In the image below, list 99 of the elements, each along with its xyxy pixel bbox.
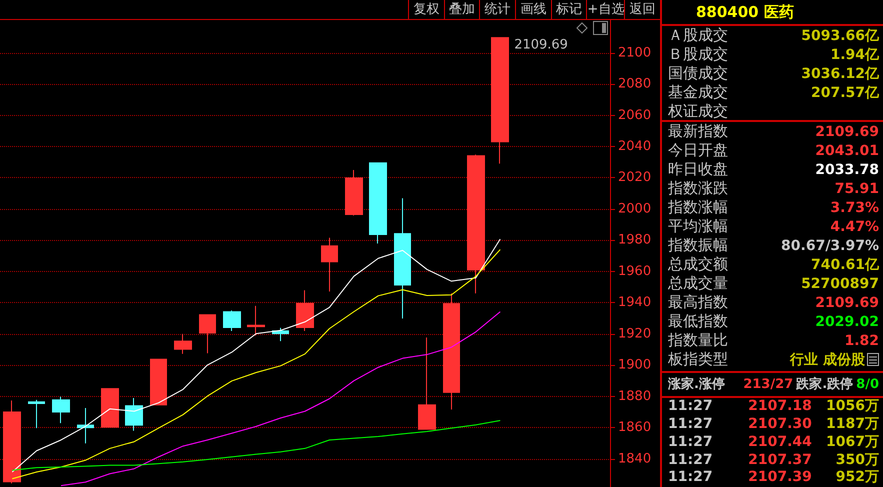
- text: 跌家.跌停: [796, 376, 854, 394]
- candlestick: [101, 388, 119, 428]
- category-label: 最低指数: [668, 312, 728, 331]
- candlestick: [491, 37, 509, 164]
- text: 740.61亿: [810, 256, 879, 272]
- candlestick: [369, 162, 387, 244]
- text: 3036.12亿: [801, 66, 879, 82]
- text: 11:27: [668, 434, 714, 452]
- text: 2107.30: [747, 416, 812, 434]
- line-series: [12, 420, 501, 471]
- candlestick: [223, 310, 241, 332]
- text: 2107.44: [747, 434, 812, 452]
- text: 标记: [550, 0, 586, 19]
- text: 叠加: [444, 0, 480, 19]
- text: 1.94亿: [830, 46, 879, 62]
- category-label: 平均涨幅: [668, 217, 728, 236]
- text: 4.47%: [830, 218, 879, 234]
- category-label: 今日开盘: [668, 141, 728, 160]
- text: 统计: [479, 0, 516, 19]
- category-label: 最高指数: [668, 293, 728, 312]
- text: 2109.69: [815, 294, 879, 310]
- y-tick-label: 1920: [618, 326, 652, 342]
- text: 返回: [624, 0, 660, 19]
- candlestick: [28, 399, 45, 429]
- category-label: 总成交量: [668, 274, 728, 293]
- text: 1187万: [825, 416, 879, 434]
- text: 3.73%: [830, 200, 879, 216]
- y-tick-label: 2040: [618, 139, 652, 154]
- text: 2107.18: [747, 398, 812, 416]
- candlestick: [467, 154, 485, 294]
- candlestick: [247, 305, 265, 336]
- category-label: 指数涨幅: [668, 198, 728, 217]
- candlestick: [150, 358, 167, 406]
- category-label: 国债成交: [668, 64, 728, 83]
- candlestick: [52, 396, 70, 424]
- candlestick: [125, 397, 143, 432]
- text: 11:27: [668, 416, 714, 434]
- text: 1.82: [844, 332, 879, 348]
- text: 2043.01: [815, 142, 879, 158]
- y-tick-label: 1940: [618, 295, 652, 310]
- text: 80.67/3.97%: [781, 238, 879, 254]
- text: 213/27: [742, 376, 794, 394]
- line-series: [60, 311, 501, 486]
- candlestick: [345, 169, 363, 216]
- candlestick: [418, 337, 436, 430]
- candlestick: [174, 333, 192, 354]
- y-tick-label: 1980: [618, 232, 652, 248]
- y-tick-label: 1860: [618, 420, 652, 436]
- text: 2107.39: [747, 469, 812, 487]
- text: 880400 医药: [662, 0, 883, 26]
- y-tick-label: 1960: [618, 264, 652, 279]
- category-label: 指数涨跌: [668, 179, 728, 198]
- category-label: 指数量比: [668, 331, 728, 350]
- text: 75.91: [834, 180, 879, 196]
- y-tick-label: 1840: [618, 451, 652, 466]
- text: 2109.69: [514, 38, 568, 53]
- y-tick-label: 2060: [618, 108, 652, 123]
- candlestick: [321, 237, 338, 292]
- y-tick-label: 2100: [618, 45, 652, 60]
- text: 2033.78: [815, 162, 879, 178]
- y-tick-label: 2000: [618, 201, 652, 216]
- text: 2029.02: [815, 314, 879, 330]
- text: 5093.66亿: [801, 28, 879, 44]
- text: 11:27: [668, 452, 714, 470]
- text: 11:27: [668, 469, 714, 487]
- category-label: 最新指数: [668, 122, 728, 141]
- category-label: 总成交额: [668, 255, 728, 274]
- category-label: Ａ股成交: [668, 26, 728, 45]
- category-label: 基金成交: [668, 83, 728, 102]
- text: +自选: [586, 0, 624, 19]
- text: 952万: [834, 469, 879, 487]
- category-label: 昨日收盘: [668, 160, 728, 179]
- category-label: 权证成交: [668, 102, 728, 121]
- text: 1067万: [825, 434, 879, 452]
- text: 画线: [515, 0, 551, 19]
- text: 11:27: [668, 398, 714, 416]
- text: 复权: [408, 0, 444, 19]
- y-tick-label: 2020: [618, 170, 652, 186]
- candlestick: [443, 292, 460, 410]
- candlestick: [394, 198, 411, 319]
- category-label: Ｂ股成交: [668, 45, 728, 64]
- candlestick: [199, 314, 216, 354]
- text: 52700897: [801, 276, 879, 292]
- y-tick-label: 2080: [618, 76, 652, 92]
- text: 2109.69: [815, 124, 879, 140]
- text: 行业 成份股: [790, 352, 865, 368]
- y-tick-label: 1880: [618, 388, 652, 404]
- text: 8/0: [856, 376, 879, 394]
- candlestick: [77, 407, 94, 444]
- candlestick: [296, 290, 314, 332]
- text: 2107.37: [747, 452, 812, 470]
- category-label: 板指类型: [668, 350, 728, 369]
- category-label: 指数振幅: [668, 236, 728, 255]
- text: 1056万: [825, 398, 879, 416]
- text: 350万: [834, 452, 879, 470]
- y-tick-label: 1900: [618, 358, 652, 373]
- candlestick: [3, 400, 21, 484]
- text: 207.57亿: [810, 84, 879, 100]
- text: 涨家.涨停: [668, 376, 725, 394]
